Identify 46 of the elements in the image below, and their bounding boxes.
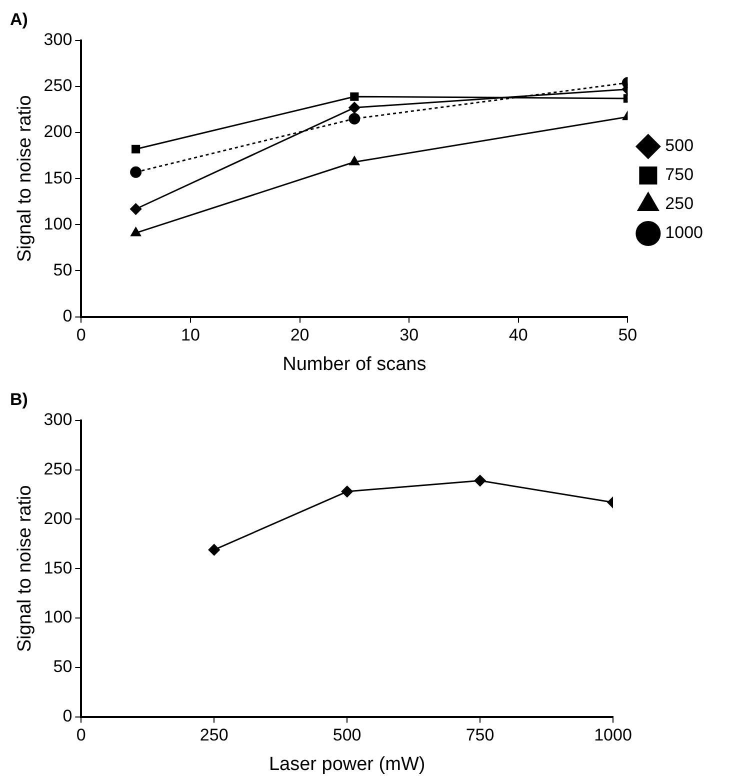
y-tick-label: 150	[44, 558, 72, 578]
point	[350, 92, 359, 101]
point	[208, 544, 220, 556]
x-tick-label: 30	[400, 326, 419, 345]
point	[341, 486, 353, 498]
legend-label: 500	[665, 136, 694, 156]
y-tick-label: 300	[44, 30, 72, 50]
x-tick-label: 1000	[594, 726, 632, 745]
point	[130, 203, 142, 215]
x-tick-label: 10	[181, 326, 200, 345]
y-axis-title: Signal to noise ratio	[14, 485, 36, 652]
point	[349, 156, 360, 166]
y-tick-label: 0	[62, 706, 72, 726]
x-tick-label: 40	[508, 326, 528, 345]
x-axis-title: Number of scans	[282, 354, 426, 375]
y-tick-label: 0	[62, 306, 72, 326]
y-tick-label: 250	[44, 76, 72, 96]
y-tick-label: 100	[44, 608, 72, 627]
x-tick-label: 750	[466, 726, 494, 745]
point	[130, 227, 141, 236]
x-tick-label: 20	[290, 326, 310, 345]
x-tick-label: 500	[332, 726, 362, 745]
point	[348, 102, 360, 114]
y-tick-label: 300	[44, 410, 72, 430]
y-tick-label: 100	[44, 214, 72, 234]
y-tick-label: 200	[44, 122, 72, 142]
chart-title: B)	[10, 390, 28, 409]
point	[130, 166, 142, 178]
x-tick-label: 0	[76, 726, 86, 745]
point	[132, 144, 140, 154]
y-tick-label: 50	[53, 260, 72, 280]
point	[474, 474, 486, 486]
y-tick-label: 200	[44, 508, 72, 528]
y-tick-label: 150	[44, 168, 72, 188]
legend-label: 1000	[665, 223, 704, 242]
y-axis-title: Signal to noise ratio	[14, 95, 36, 262]
legend-label: 250	[665, 194, 694, 214]
chart-title: A)	[10, 10, 28, 29]
x-axis-title: Laser power (mW)	[268, 754, 426, 775]
legend-label: 750	[665, 165, 694, 184]
x-tick-label: 0	[76, 326, 86, 345]
y-tick-label: 250	[44, 459, 72, 478]
x-tick-label: 250	[200, 726, 228, 745]
x-tick-label: 50	[618, 326, 638, 345]
y-tick-label: 50	[53, 657, 72, 676]
point	[348, 112, 360, 124]
